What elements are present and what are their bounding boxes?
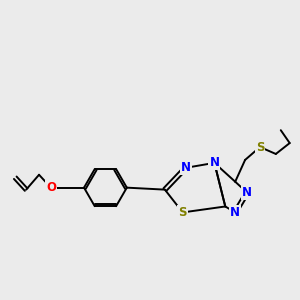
Text: S: S bbox=[178, 206, 187, 219]
Text: N: N bbox=[230, 206, 240, 219]
Text: N: N bbox=[209, 156, 219, 170]
Text: N: N bbox=[242, 186, 252, 199]
Text: N: N bbox=[181, 161, 191, 174]
Text: O: O bbox=[46, 181, 56, 194]
Text: S: S bbox=[256, 140, 264, 154]
